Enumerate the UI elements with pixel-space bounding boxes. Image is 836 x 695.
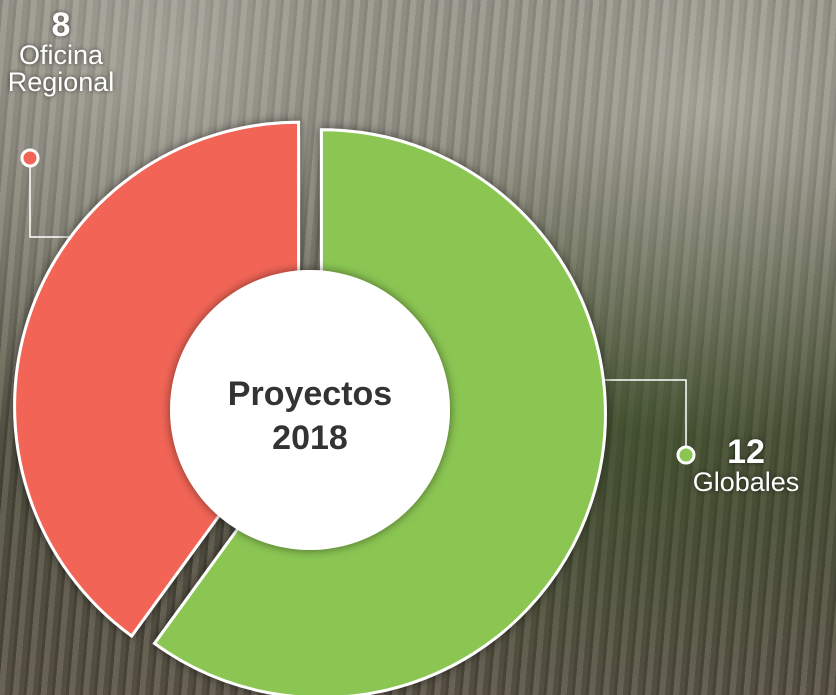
- legend-dot: [22, 150, 38, 166]
- leader-line: [30, 158, 72, 237]
- center-label: 2018: [272, 419, 348, 457]
- category-label: Oficina Regional: [1, 42, 121, 96]
- category-label: Globales: [676, 469, 816, 496]
- donut-chart: Proyectos 2018: [0, 0, 836, 695]
- leader-line: [600, 380, 686, 455]
- value-label: 12: [676, 435, 816, 469]
- chart: Proyectos 2018 12Globales 8Oficina Regiona…: [0, 0, 836, 695]
- value-label: 8: [0, 8, 136, 42]
- center-label: Proyectos: [228, 375, 392, 413]
